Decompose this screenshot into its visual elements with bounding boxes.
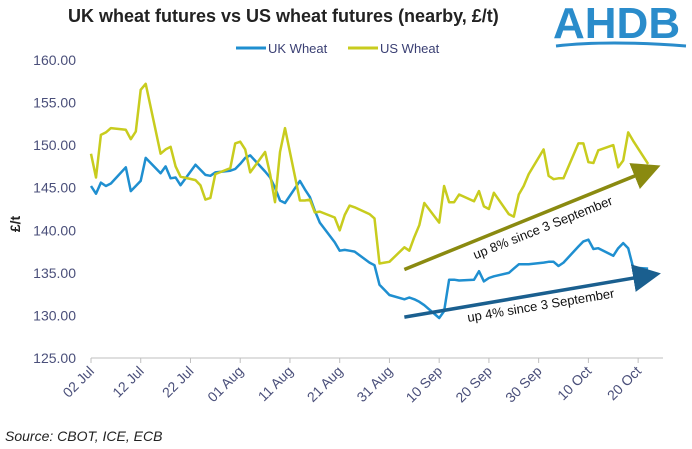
x-tick-label: 12 Jul [109,363,147,401]
uk-wheat-line [89,154,649,320]
us-trend-annotation: up 8% since 3 September [471,193,615,262]
uk-trend-arrow [404,264,661,319]
y-tick-label: 155.00 [33,95,76,111]
x-tick-label: 21 Aug [304,363,346,405]
x-tick-label: 30 Sep [502,363,545,406]
x-tick-label: 10 Oct [554,363,595,404]
us-trend-arrow [403,163,661,272]
legend-uk-label: UK Wheat [268,41,328,56]
logo-swoosh-icon [555,41,687,48]
source-note: Source: CBOT, ICE, ECB [5,428,163,444]
y-tick-label: 150.00 [33,137,76,153]
x-tick-label: 20 Oct [604,363,645,404]
us-wheat-line [89,82,650,265]
x-tick-label: 20 Sep [452,363,495,406]
y-tick-label: 135.00 [33,265,76,281]
x-tick-label: 31 Aug [353,363,395,405]
uk-trend-annotation: up 4% since 3 September [466,285,616,324]
x-tick-label: 11 Aug [255,363,296,404]
y-tick-label: 125.00 [33,350,76,366]
y-axis-title: £/t [7,215,23,232]
logo-text: AHDB [553,0,681,48]
legend-us-label: US Wheat [380,41,440,56]
y-tick-label: 160.00 [33,52,76,68]
ahdb-logo: AHDB [548,0,692,52]
y-tick-label: 130.00 [33,307,76,323]
x-tick-label: 10 Sep [403,363,446,406]
x-tick-label: 22 Jul [159,363,197,401]
chart-title: UK wheat futures vs US wheat futures (ne… [68,6,499,26]
legend: UK Wheat US Wheat [236,41,440,56]
x-tick-label: 01 Aug [204,363,246,405]
x-tick-label: 02 Jul [59,363,97,401]
y-tick-label: 145.00 [33,180,76,196]
y-tick-label: 140.00 [33,222,76,238]
